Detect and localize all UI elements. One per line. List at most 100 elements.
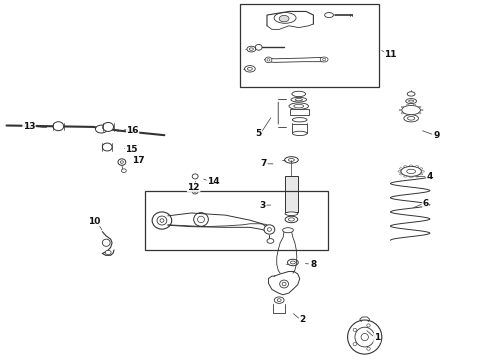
Ellipse shape (295, 99, 302, 101)
Ellipse shape (265, 57, 272, 63)
Ellipse shape (197, 216, 204, 223)
Ellipse shape (102, 143, 112, 151)
Ellipse shape (353, 328, 357, 332)
Ellipse shape (280, 280, 289, 288)
Ellipse shape (361, 333, 368, 341)
Ellipse shape (292, 91, 306, 96)
Text: 1: 1 (374, 333, 380, 342)
Ellipse shape (399, 168, 402, 169)
Ellipse shape (291, 97, 307, 102)
Ellipse shape (367, 347, 370, 350)
Text: 11: 11 (384, 50, 397, 59)
Text: 4: 4 (426, 172, 433, 181)
Ellipse shape (410, 176, 413, 178)
Ellipse shape (418, 106, 421, 108)
Ellipse shape (402, 105, 420, 115)
Ellipse shape (192, 189, 198, 194)
Ellipse shape (401, 113, 404, 114)
Ellipse shape (416, 166, 418, 167)
Ellipse shape (267, 239, 274, 243)
Ellipse shape (404, 166, 407, 167)
Text: 17: 17 (132, 157, 145, 166)
Ellipse shape (279, 15, 289, 22)
Ellipse shape (152, 212, 171, 229)
Ellipse shape (122, 169, 126, 172)
Ellipse shape (355, 327, 374, 347)
Ellipse shape (404, 176, 407, 177)
Bar (290, 109, 310, 115)
Ellipse shape (289, 158, 294, 161)
Ellipse shape (194, 190, 196, 192)
Ellipse shape (375, 336, 379, 339)
Ellipse shape (404, 115, 418, 122)
Ellipse shape (408, 117, 415, 120)
Bar (293, 125, 307, 134)
Ellipse shape (420, 109, 423, 111)
Ellipse shape (105, 250, 111, 255)
Bar (285, 176, 298, 212)
Text: 13: 13 (23, 122, 35, 131)
Ellipse shape (407, 169, 416, 174)
Ellipse shape (398, 171, 401, 172)
Ellipse shape (409, 100, 414, 102)
Ellipse shape (320, 57, 328, 62)
Ellipse shape (418, 113, 421, 114)
Ellipse shape (291, 261, 295, 264)
Ellipse shape (294, 104, 304, 108)
Ellipse shape (410, 165, 413, 166)
Text: 5: 5 (256, 129, 262, 138)
Ellipse shape (285, 216, 298, 223)
Ellipse shape (293, 131, 307, 135)
Text: 16: 16 (126, 126, 139, 135)
Ellipse shape (407, 104, 409, 106)
Text: 2: 2 (299, 315, 306, 324)
Ellipse shape (401, 166, 421, 176)
Ellipse shape (264, 225, 275, 234)
Ellipse shape (289, 103, 309, 109)
Text: 15: 15 (125, 145, 138, 154)
Ellipse shape (267, 59, 270, 61)
Ellipse shape (53, 122, 64, 131)
Ellipse shape (399, 174, 402, 175)
Ellipse shape (160, 219, 164, 222)
Ellipse shape (323, 58, 326, 61)
Ellipse shape (283, 228, 294, 233)
Ellipse shape (407, 92, 415, 96)
Ellipse shape (288, 259, 298, 266)
Ellipse shape (353, 343, 357, 346)
Ellipse shape (289, 218, 294, 221)
Ellipse shape (416, 176, 418, 177)
Ellipse shape (103, 122, 114, 131)
Ellipse shape (285, 157, 298, 163)
Ellipse shape (407, 114, 409, 116)
Ellipse shape (293, 118, 307, 122)
Ellipse shape (399, 109, 402, 111)
Ellipse shape (367, 324, 370, 327)
Text: 7: 7 (260, 159, 266, 168)
Ellipse shape (401, 106, 404, 108)
Ellipse shape (268, 228, 271, 231)
Ellipse shape (102, 239, 110, 246)
Ellipse shape (194, 213, 208, 226)
Ellipse shape (282, 282, 286, 286)
Text: 14: 14 (207, 177, 220, 186)
Ellipse shape (118, 159, 126, 165)
Ellipse shape (421, 171, 424, 172)
Ellipse shape (96, 125, 107, 133)
Ellipse shape (274, 297, 284, 303)
Ellipse shape (157, 216, 167, 225)
Ellipse shape (413, 114, 416, 116)
Text: 6: 6 (423, 199, 429, 208)
Ellipse shape (406, 99, 416, 104)
Ellipse shape (192, 174, 198, 179)
Text: 10: 10 (88, 217, 101, 226)
Ellipse shape (420, 168, 423, 169)
Bar (240, 4, 379, 87)
Ellipse shape (285, 212, 298, 216)
Ellipse shape (277, 299, 281, 302)
Ellipse shape (413, 104, 416, 106)
Text: 3: 3 (259, 201, 265, 210)
Ellipse shape (121, 161, 123, 163)
Text: 12: 12 (188, 183, 200, 192)
Text: 9: 9 (433, 131, 440, 140)
